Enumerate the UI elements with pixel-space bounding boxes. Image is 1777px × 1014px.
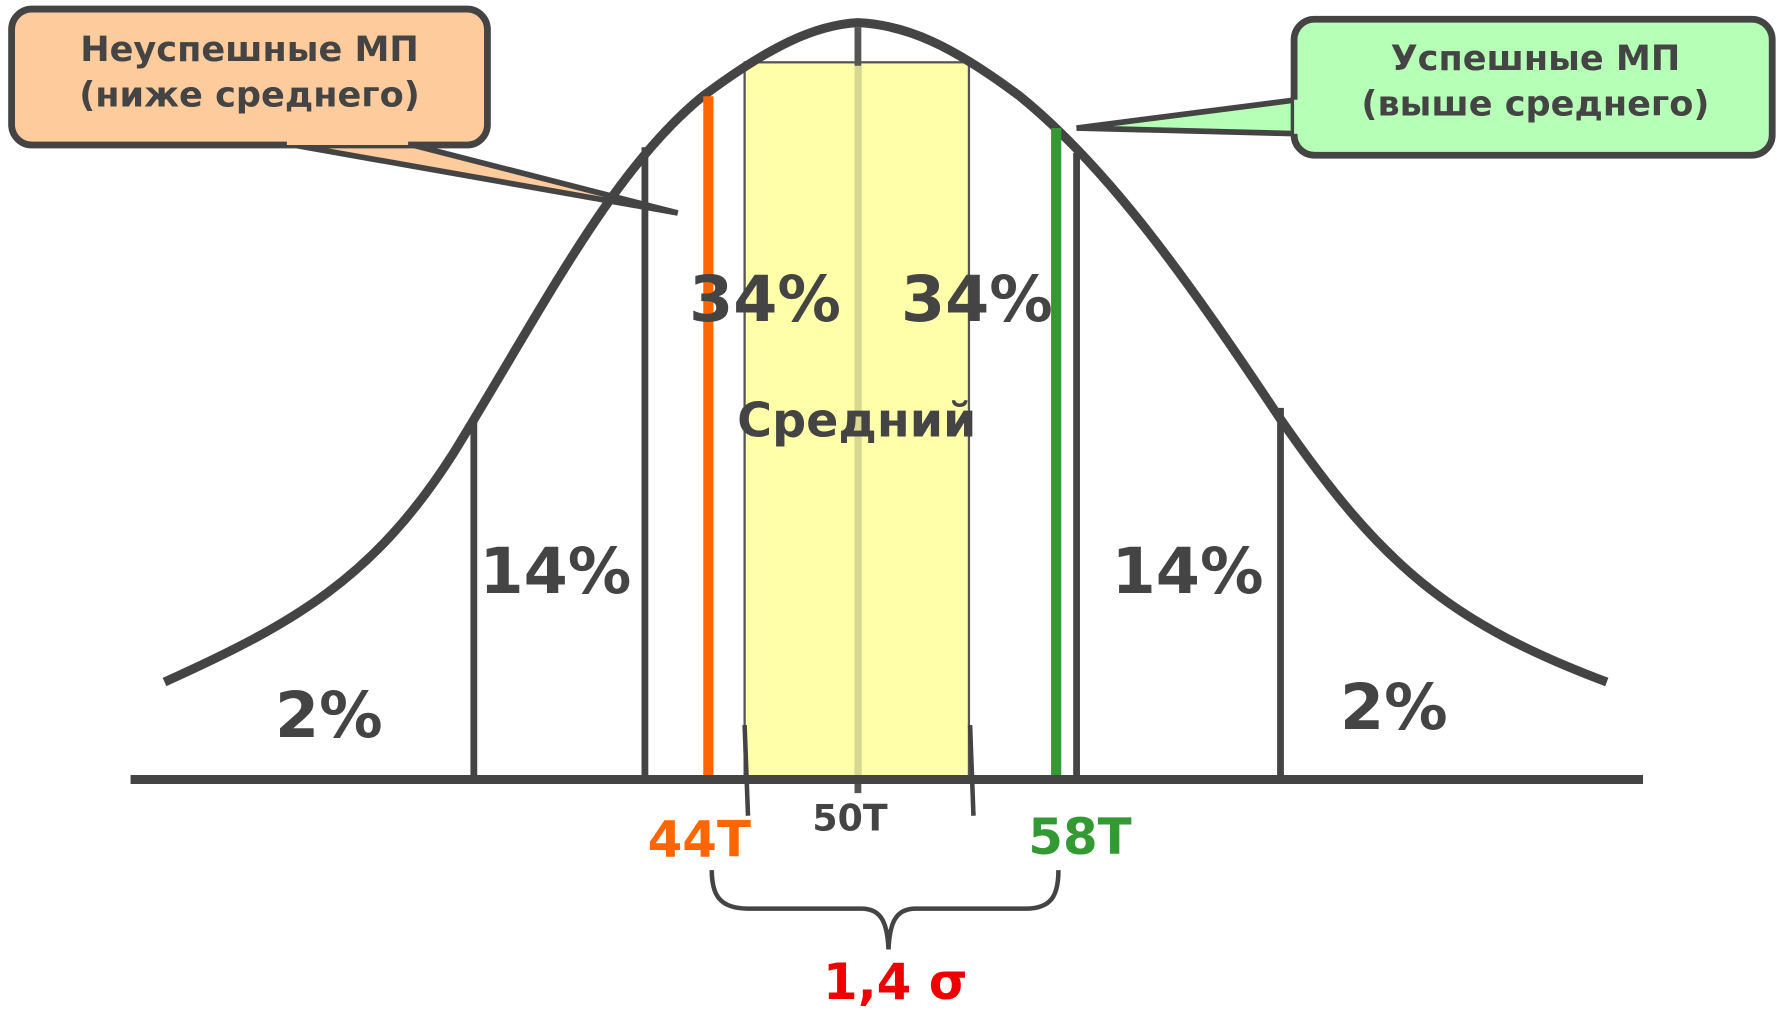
region-label: 2% (275, 678, 383, 752)
callout-text: Неуспешные МП (80, 29, 419, 70)
callout-text: (выше среднего) (1361, 83, 1709, 124)
tick (967, 725, 976, 816)
region-label: 14% (479, 534, 631, 608)
callout-text: Успешные МП (1391, 38, 1681, 79)
callout-left (8, 5, 491, 149)
tick (742, 725, 751, 816)
brace (709, 870, 1061, 950)
axis-label: 58T (1028, 808, 1131, 866)
axis-label: 50T (812, 796, 887, 839)
sigma-lines (470, 147, 1284, 816)
region-label: 2% (1340, 670, 1448, 744)
bell-curve (162, 18, 1609, 687)
region-label: 14% (1112, 534, 1264, 608)
region-label: 34% (689, 262, 841, 336)
region-label: 34% (901, 262, 1053, 336)
callout-pointer (1076, 96, 1298, 137)
callout-right (1290, 15, 1776, 159)
span-label: 1,4 σ (823, 953, 967, 1011)
callout-pointer (286, 141, 679, 216)
mean-label: Средний (737, 394, 976, 449)
callout-text: (ниже среднего) (79, 74, 420, 115)
axis-label: 44T (648, 810, 751, 868)
